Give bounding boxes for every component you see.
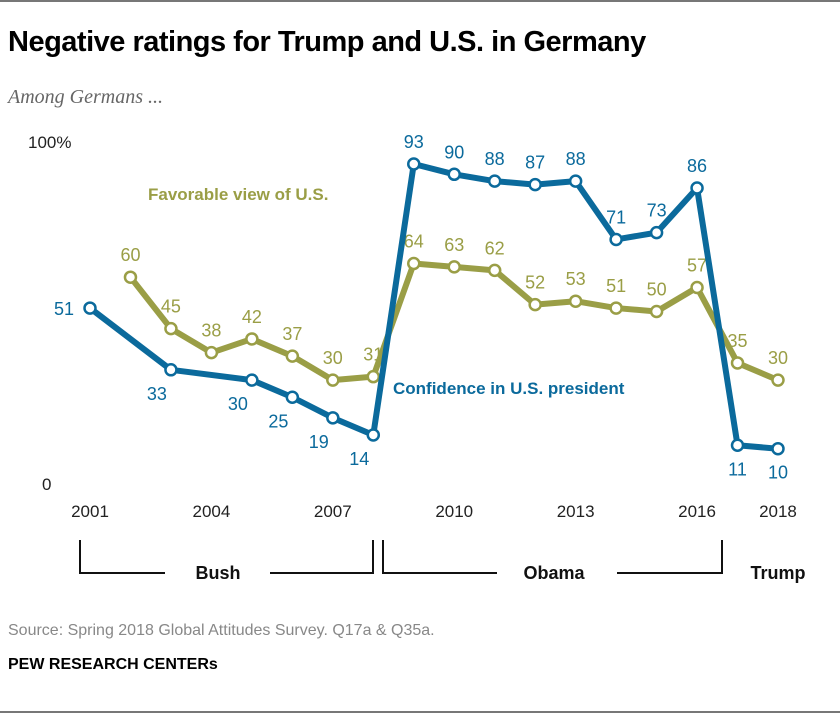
data-point xyxy=(204,345,219,360)
bracket-line xyxy=(79,540,165,574)
data-label: 57 xyxy=(687,255,707,275)
data-label: 10 xyxy=(768,463,788,483)
data-point xyxy=(487,263,502,278)
data-point xyxy=(447,167,461,182)
legend-label-favorable: Favorable view of U.S. xyxy=(148,185,328,204)
data-label: 64 xyxy=(404,231,424,251)
bracket-line xyxy=(270,540,374,574)
data-label: 88 xyxy=(485,149,505,169)
data-point xyxy=(245,332,259,346)
series-line-favorable xyxy=(128,260,780,384)
data-label: 71 xyxy=(606,207,626,227)
data-point xyxy=(528,297,542,312)
top-rule xyxy=(0,0,840,2)
data-point xyxy=(245,373,259,387)
data-label: 42 xyxy=(242,307,262,327)
series-line-confidence xyxy=(88,161,779,452)
bracket-line xyxy=(617,540,723,574)
x-tick-label: 2018 xyxy=(759,502,797,521)
data-label: 88 xyxy=(566,149,586,169)
x-tick-label: 2001 xyxy=(71,502,109,521)
data-label: 62 xyxy=(485,238,505,258)
data-label: 31 xyxy=(363,345,383,365)
data-label: 93 xyxy=(404,132,424,152)
data-point xyxy=(771,373,785,387)
data-label: 87 xyxy=(525,153,545,173)
data-point xyxy=(366,428,381,442)
data-point xyxy=(83,301,97,315)
data-label: 45 xyxy=(161,297,181,317)
data-label: 30 xyxy=(768,348,788,368)
data-label: 19 xyxy=(309,432,329,452)
data-label: 37 xyxy=(282,324,302,344)
data-point xyxy=(690,280,704,295)
data-point xyxy=(609,301,623,315)
brand-logo-text: PEW RESEARCH CENTERs xyxy=(8,656,218,673)
data-point xyxy=(407,157,421,171)
data-point xyxy=(164,363,178,377)
chart-title: Negative ratings for Trump and U.S. in G… xyxy=(8,26,646,58)
legend-label-confidence: Confidence in U.S. president xyxy=(393,379,625,398)
data-label: 60 xyxy=(120,245,140,265)
era-label: Obama xyxy=(523,563,585,583)
source-note: Source: Spring 2018 Global Attitudes Sur… xyxy=(8,622,435,639)
data-label: 30 xyxy=(228,394,248,414)
data-label: 38 xyxy=(201,321,221,341)
data-label: 30 xyxy=(323,348,343,368)
data-label: 73 xyxy=(647,201,667,221)
data-point xyxy=(730,356,745,370)
data-point xyxy=(649,225,664,240)
data-point xyxy=(326,373,340,387)
data-point xyxy=(326,411,340,425)
data-point xyxy=(447,260,461,274)
y-tick-label: 0 xyxy=(42,475,51,494)
data-point xyxy=(285,349,300,363)
data-label: 52 xyxy=(525,273,545,293)
x-tick-label: 2013 xyxy=(557,502,595,521)
era-label: Trump xyxy=(750,563,805,583)
data-point xyxy=(568,294,583,308)
data-point xyxy=(164,321,178,336)
data-point xyxy=(690,181,704,195)
data-label: 63 xyxy=(444,235,464,255)
era-label: Bush xyxy=(196,563,241,583)
data-point xyxy=(609,232,623,247)
chart-subtitle: Among Germans ... xyxy=(8,86,163,108)
data-label: 51 xyxy=(54,299,74,319)
data-point xyxy=(730,438,745,453)
y-tick-label: 100% xyxy=(28,133,71,152)
data-label: 90 xyxy=(444,142,464,162)
data-point xyxy=(487,174,502,188)
data-point xyxy=(285,390,300,404)
data-label: 33 xyxy=(147,384,167,404)
data-point xyxy=(123,270,138,284)
data-label: 11 xyxy=(728,459,747,479)
bracket-line xyxy=(382,540,497,574)
data-label: 53 xyxy=(566,269,586,289)
data-point xyxy=(366,369,381,384)
data-point xyxy=(568,174,583,188)
x-tick-label: 2004 xyxy=(192,502,230,521)
x-tick-label: 2010 xyxy=(435,502,473,521)
data-label: 35 xyxy=(728,331,748,351)
data-point xyxy=(528,177,542,192)
data-label: 51 xyxy=(606,276,626,296)
data-point xyxy=(649,304,664,319)
data-point xyxy=(771,441,785,456)
bottom-rule xyxy=(0,711,840,713)
data-label: 86 xyxy=(687,156,707,176)
data-label: 25 xyxy=(268,411,288,431)
data-point xyxy=(407,256,421,271)
x-tick-label: 2007 xyxy=(314,502,352,521)
x-tick-label: 2016 xyxy=(678,502,716,521)
data-label: 14 xyxy=(349,449,369,469)
data-label: 50 xyxy=(647,280,667,300)
line-chart: 100% 0 2001 2004 2007 2010 2013 2016 2018 60 45 38 4… xyxy=(28,132,806,583)
